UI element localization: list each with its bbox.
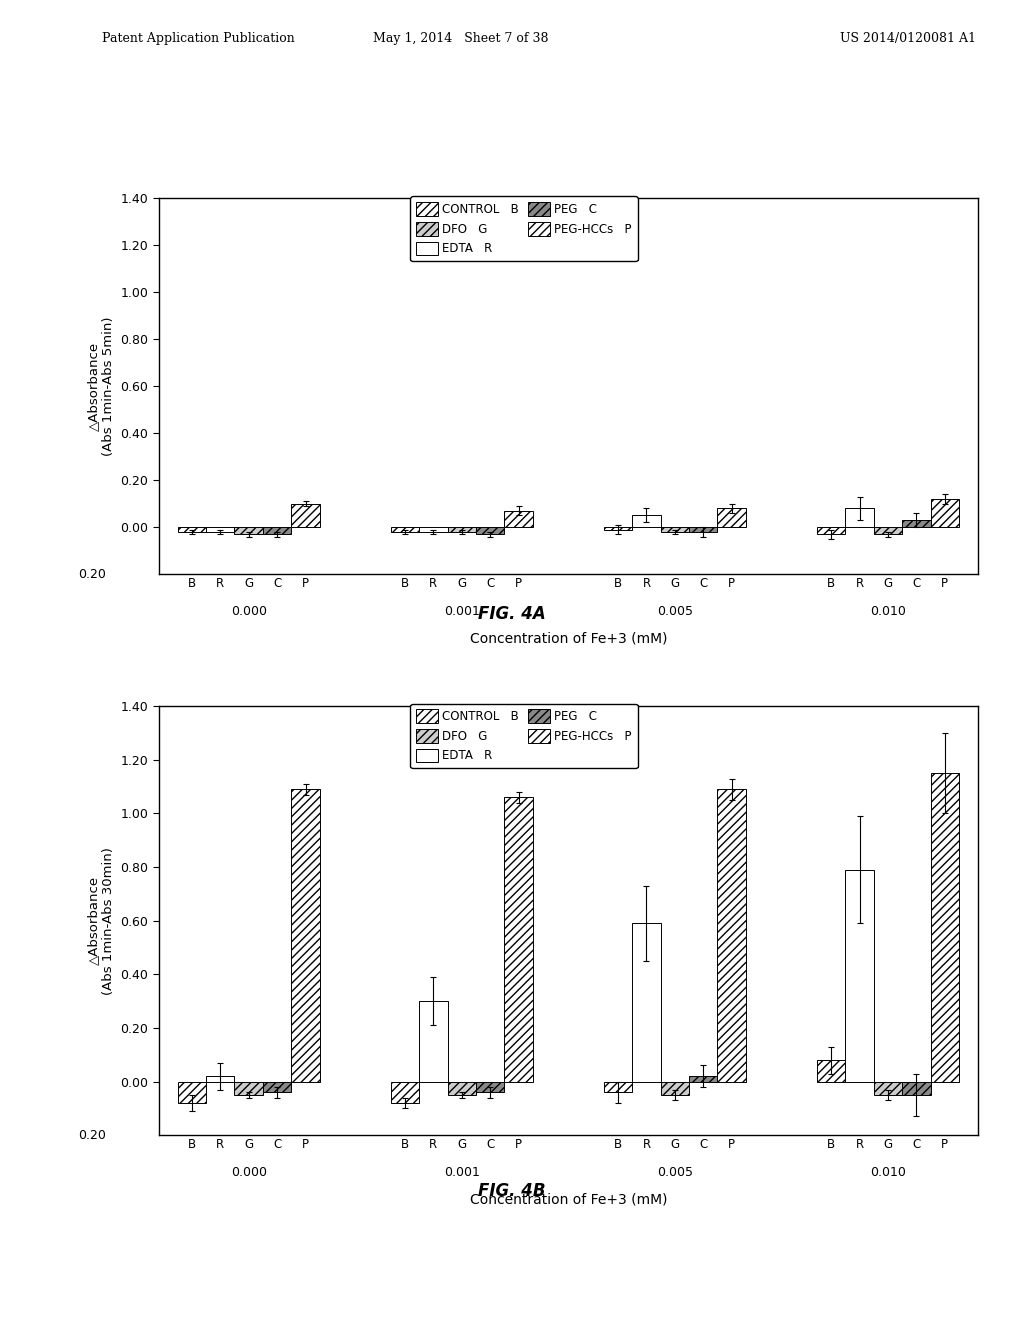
Text: FIG. 4B: FIG. 4B (478, 1181, 546, 1200)
Bar (206, 1076, 234, 1081)
Text: 0.005: 0.005 (656, 605, 693, 618)
Bar (476, 527, 505, 535)
Bar (505, 511, 532, 527)
Text: 0.010: 0.010 (870, 605, 906, 618)
Text: May 1, 2014   Sheet 7 of 38: May 1, 2014 Sheet 7 of 38 (373, 32, 549, 45)
X-axis label: Concentration of Fe+3 (mM): Concentration of Fe+3 (mM) (470, 632, 667, 645)
Text: US 2014/0120081 A1: US 2014/0120081 A1 (840, 32, 976, 45)
Bar (291, 789, 319, 1081)
Legend: CONTROL   B, DFO   G, EDTA   R, PEG   C, PEG-HCCs   P: CONTROL B, DFO G, EDTA R, PEG C, PEG-HCC… (411, 197, 638, 261)
Bar (846, 508, 873, 527)
Text: 0.20: 0.20 (78, 1129, 105, 1142)
Bar (263, 527, 291, 535)
Bar (846, 870, 873, 1081)
Bar (873, 527, 902, 535)
Bar (689, 1076, 718, 1081)
Y-axis label: △Absorbance
(Abs 1min-Abs 30min): △Absorbance (Abs 1min-Abs 30min) (87, 846, 115, 995)
X-axis label: Concentration of Fe+3 (mM): Concentration of Fe+3 (mM) (470, 1193, 667, 1206)
Bar (505, 797, 532, 1081)
Text: 0.000: 0.000 (230, 605, 266, 618)
Bar (660, 527, 689, 532)
Bar (931, 774, 959, 1081)
Bar (263, 1081, 291, 1093)
Bar (206, 527, 234, 532)
Text: 0.20: 0.20 (78, 568, 105, 581)
Bar (718, 508, 745, 527)
Bar (689, 527, 718, 532)
Bar (419, 527, 447, 532)
Bar (177, 1081, 206, 1104)
Text: Patent Application Publication: Patent Application Publication (102, 32, 295, 45)
Bar (817, 1060, 846, 1081)
Bar (902, 1081, 931, 1096)
Bar (604, 527, 632, 529)
Bar (419, 1001, 447, 1081)
Bar (604, 1081, 632, 1093)
Bar (234, 527, 263, 535)
Text: 0.001: 0.001 (443, 1166, 479, 1179)
Bar (873, 1081, 902, 1096)
Bar (931, 499, 959, 527)
Bar (234, 1081, 263, 1096)
Text: 0.000: 0.000 (230, 1166, 266, 1179)
Bar (447, 527, 476, 532)
Bar (391, 527, 419, 532)
Legend: CONTROL   B, DFO   G, EDTA   R, PEG   C, PEG-HCCs   P: CONTROL B, DFO G, EDTA R, PEG C, PEG-HCC… (411, 704, 638, 768)
Bar (660, 1081, 689, 1096)
Bar (476, 1081, 505, 1093)
Text: 0.010: 0.010 (870, 1166, 906, 1179)
Text: FIG. 4A: FIG. 4A (478, 605, 546, 623)
Bar (447, 1081, 476, 1096)
Bar (902, 520, 931, 527)
Text: 0.001: 0.001 (443, 605, 479, 618)
Bar (718, 789, 745, 1081)
Text: 0.005: 0.005 (656, 1166, 693, 1179)
Y-axis label: △Absorbance
(Abs 1min-Abs 5min): △Absorbance (Abs 1min-Abs 5min) (87, 317, 115, 455)
Bar (177, 527, 206, 532)
Bar (632, 515, 660, 527)
Bar (632, 924, 660, 1081)
Bar (817, 527, 846, 535)
Bar (291, 504, 319, 527)
Bar (391, 1081, 419, 1104)
